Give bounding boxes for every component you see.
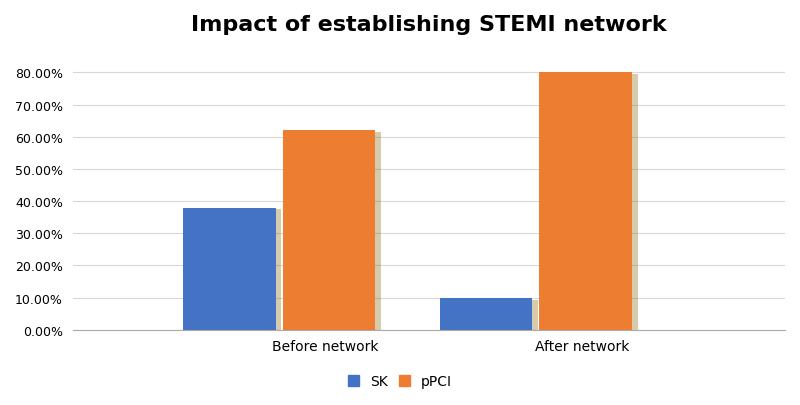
Legend: SK, pPCI: SK, pPCI	[342, 369, 458, 394]
Bar	[289, 133, 381, 331]
Title: Impact of establishing STEMI network: Impact of establishing STEMI network	[191, 15, 666, 35]
Bar	[439, 298, 532, 330]
Bar	[189, 210, 282, 331]
Bar	[183, 208, 276, 330]
Bar	[283, 131, 375, 330]
Bar	[446, 300, 538, 331]
Bar	[545, 75, 638, 331]
Bar	[539, 73, 632, 330]
